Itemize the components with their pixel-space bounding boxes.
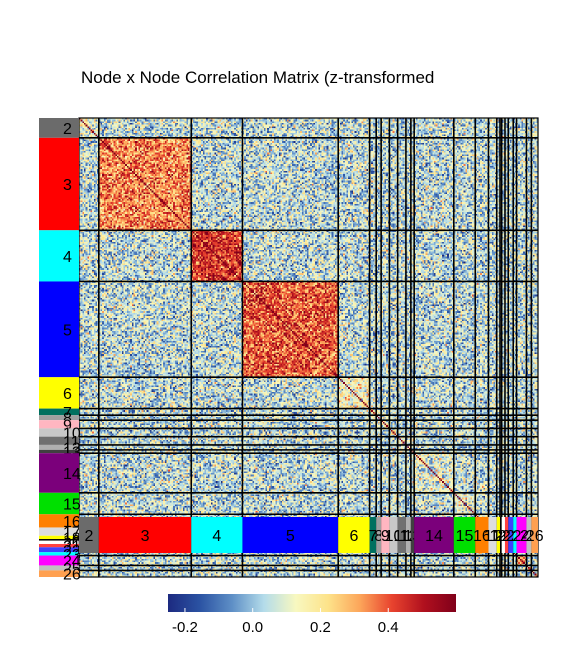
row-network-block-20 [39,540,79,544]
row-network-block-18 [39,535,79,540]
row-network-block-25 [39,565,79,571]
col-network-block-18 [496,517,501,553]
row-network-block-13 [39,449,79,454]
colorbar-tick-label: 0.0 [242,619,263,636]
row-network-block-7 [39,408,79,416]
col-network-block-23 [513,517,517,553]
row-network-labels: 2345678910111213141516171819202122232425… [39,118,81,584]
col-network-block-14 [414,517,454,553]
col-network-block-10 [389,517,398,553]
colorbar-tick-label: 0.2 [310,619,331,636]
colorbar-tick-label: 0.4 [378,619,399,636]
row-network-block-11 [39,436,79,445]
colorbar-tick-label: -0.2 [172,619,198,636]
col-network-block-20 [501,517,505,553]
heatmap-cells [79,118,538,577]
row-network-label-2: 2 [63,121,72,138]
row-network-block-17 [39,527,79,536]
row-network-block-3 [39,137,79,231]
col-network-label-26: 26 [526,528,544,545]
row-network-label-16: 16 [63,514,81,531]
col-network-block-22 [508,517,514,553]
col-network-label-2: 2 [84,528,93,545]
row-network-block-26 [39,570,79,577]
row-network-block-23 [39,552,79,556]
row-network-block-4 [39,230,79,282]
colorbar: -0.2 0.0 0.2 0.4 [168,594,456,636]
row-network-block-5 [39,281,79,378]
colorbar-gradient [168,594,456,612]
row-network-label-15: 15 [63,497,81,514]
col-network-label-6: 6 [349,528,358,545]
col-network-block-16 [475,517,489,553]
row-network-block-8 [39,415,79,421]
row-network-block-10 [39,428,79,437]
col-network-block-6 [338,517,370,553]
col-network-label-5: 5 [286,528,295,545]
col-network-label-24: 24 [513,528,531,545]
col-network-label-9: 9 [381,528,390,545]
col-network-label-14: 14 [425,528,443,545]
row-network-label-3: 3 [63,177,72,194]
col-network-block-25 [526,517,532,553]
col-network-block-21 [504,517,509,553]
col-network-block-17 [488,517,497,553]
row-network-block-2 [39,118,79,138]
row-network-label-26: 26 [63,567,81,584]
row-network-block-14 [39,453,79,493]
row-network-block-9 [39,420,79,429]
col-network-label-4: 4 [212,528,221,545]
row-network-block-12 [39,444,79,450]
row-network-block-22 [39,547,79,553]
col-network-block-4 [191,517,243,553]
col-network-label-15: 15 [456,528,474,545]
col-network-block-19 [500,517,502,553]
row-network-block-24 [39,555,79,566]
col-network-label-16: 16 [473,528,491,545]
col-network-block-24 [516,517,527,553]
chart-title: Node x Node Correlation Matrix (z-transf… [81,68,435,87]
col-network-block-13 [410,517,415,553]
col-network-block-12 [405,517,411,553]
row-network-label-5: 5 [63,322,72,339]
col-network-block-7 [369,517,377,553]
row-network-label-6: 6 [63,386,72,403]
col-network-block-9 [381,517,390,553]
col-network-label-8: 8 [374,528,383,545]
row-network-block-16 [39,514,79,528]
row-network-label-7: 7 [63,405,72,422]
col-network-block-5 [242,517,339,553]
heatmap-canvas [79,118,538,577]
row-network-block-19 [39,539,79,541]
col-network-label-7: 7 [368,528,377,545]
row-network-label-8: 8 [63,411,72,428]
col-network-block-26 [531,517,538,553]
col-network-block-15 [453,517,476,553]
row-network-block-6 [39,377,79,409]
col-network-block-2 [79,517,99,553]
row-network-label-14: 14 [63,466,81,483]
heatmap-raster [79,118,538,577]
col-network-label-3: 3 [141,528,150,545]
row-network-label-9: 9 [63,417,72,434]
col-network-block-3 [98,517,192,553]
col-network-block-8 [376,517,382,553]
row-network-block-15 [39,492,79,515]
col-network-block-11 [397,517,406,553]
row-network-block-21 [39,543,79,548]
row-network-label-4: 4 [63,249,72,266]
